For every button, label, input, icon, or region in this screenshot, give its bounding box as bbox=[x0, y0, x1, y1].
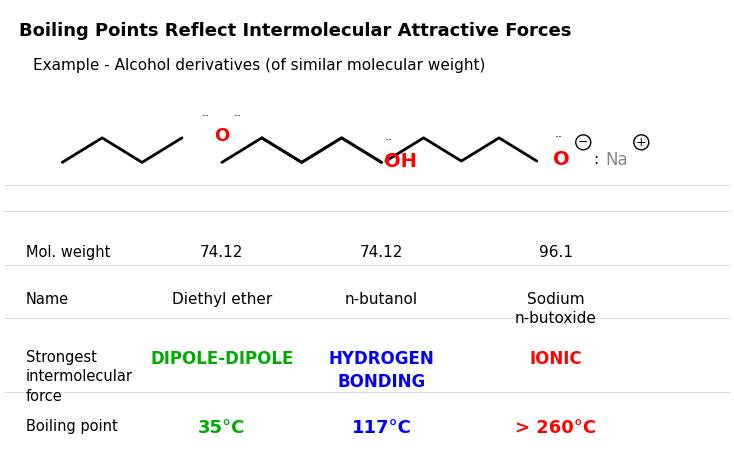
Text: ··: ·· bbox=[385, 133, 393, 147]
Text: 117°C: 117°C bbox=[352, 419, 412, 437]
Text: 96.1: 96.1 bbox=[539, 245, 573, 260]
Text: 35°C: 35°C bbox=[198, 419, 246, 437]
Text: Boiling Points Reflect Intermolecular Attractive Forces: Boiling Points Reflect Intermolecular At… bbox=[18, 22, 571, 40]
Text: Example - Alcohol derivatives (of similar molecular weight): Example - Alcohol derivatives (of simila… bbox=[33, 58, 486, 73]
Text: −: − bbox=[578, 136, 589, 149]
Text: IONIC: IONIC bbox=[529, 350, 582, 368]
Text: n-butanol: n-butanol bbox=[345, 291, 418, 306]
Text: 74.12: 74.12 bbox=[360, 245, 403, 260]
Text: :: : bbox=[593, 152, 598, 167]
Text: +: + bbox=[636, 136, 647, 149]
Text: Sodium
n-butoxide: Sodium n-butoxide bbox=[515, 291, 597, 326]
Text: DIPOLE-DIPOLE: DIPOLE-DIPOLE bbox=[150, 350, 294, 368]
Text: > 260°C: > 260°C bbox=[515, 419, 596, 437]
Text: Strongest
intermolecular
force: Strongest intermolecular force bbox=[26, 350, 133, 404]
Text: Na: Na bbox=[605, 151, 628, 169]
Text: Name: Name bbox=[26, 291, 69, 306]
Text: O: O bbox=[214, 127, 230, 145]
Text: ··: ·· bbox=[234, 110, 241, 123]
Text: ··: ·· bbox=[554, 131, 562, 144]
Text: HYDROGEN
BONDING: HYDROGEN BONDING bbox=[329, 350, 435, 391]
Text: O: O bbox=[553, 150, 570, 169]
Text: Boiling point: Boiling point bbox=[26, 419, 117, 434]
Text: 74.12: 74.12 bbox=[200, 245, 244, 260]
Text: Mol. weight: Mol. weight bbox=[26, 245, 110, 260]
Text: ··: ·· bbox=[202, 110, 210, 123]
Text: OH: OH bbox=[384, 152, 417, 171]
Text: Diethyl ether: Diethyl ether bbox=[172, 291, 272, 306]
